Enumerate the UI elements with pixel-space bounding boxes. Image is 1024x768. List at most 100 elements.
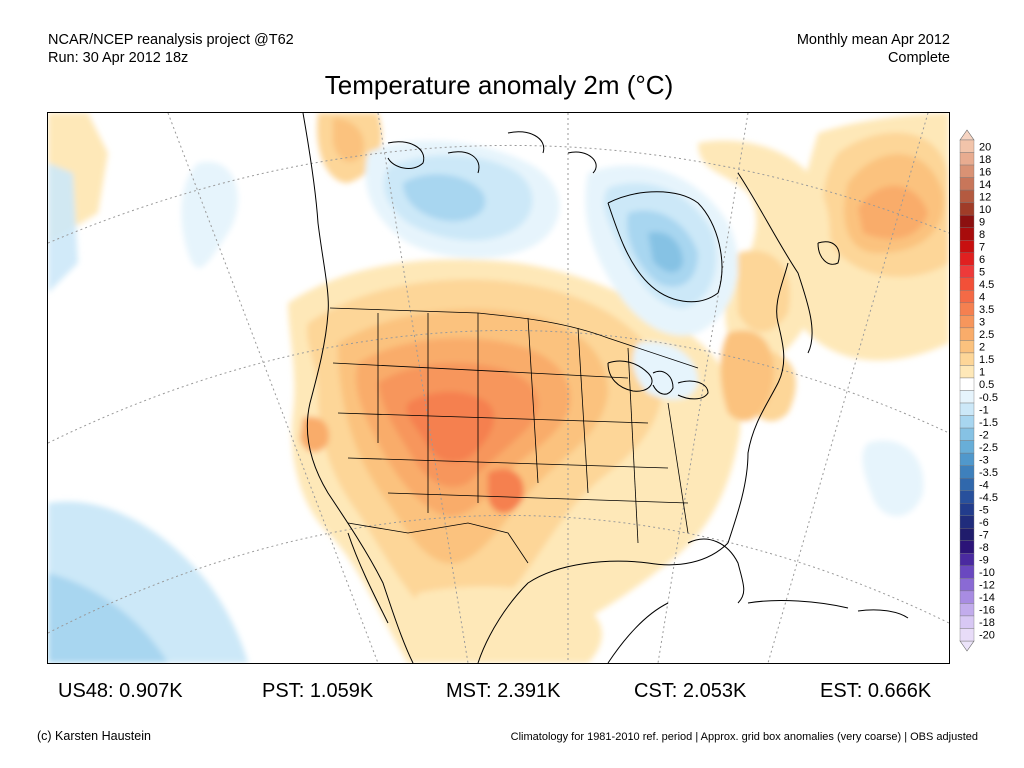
run-label: Run: 30 Apr 2012 18z (48, 50, 189, 66)
legend-swatch (959, 177, 975, 191)
project-label: NCAR/NCEP reanalysis project @T62 (48, 32, 294, 48)
legend-swatch (959, 503, 975, 516)
legend-label: -3.5 (979, 467, 998, 479)
legend-swatch (959, 402, 975, 416)
legend-label: -0.5 (979, 392, 998, 404)
legend-swatch (959, 565, 975, 579)
borders (329, 307, 699, 564)
legend-swatch (959, 415, 975, 429)
legend-label: 7 (979, 241, 985, 253)
legend-swatch (959, 578, 975, 592)
legend-label: 3 (979, 317, 985, 329)
legend-label: 8 (979, 229, 985, 241)
legend-swatch (959, 152, 975, 166)
zone-statistics: US48: 0.907K PST: 1.059K MST: 2.391K CST… (0, 680, 1024, 704)
legend-label: -6 (979, 517, 989, 529)
legend-label: 6 (979, 254, 985, 266)
legend-label: 9 (979, 216, 985, 228)
legend-label: -1.5 (979, 417, 998, 429)
legend-label: 4.5 (979, 279, 994, 291)
legend-label: -3 (979, 454, 989, 466)
legend-label: -1 (979, 404, 989, 416)
legend-label: -4.5 (979, 492, 998, 504)
graticule (48, 113, 949, 663)
legend-label: -12 (979, 580, 995, 592)
legend-label: -10 (979, 567, 995, 579)
legend-swatch (959, 553, 975, 567)
legend-label: -2 (979, 429, 989, 441)
legend-swatch (959, 465, 975, 479)
legend-swatch (959, 477, 975, 491)
stat-est: EST: 0.666K (820, 680, 932, 702)
legend-swatch (959, 277, 975, 291)
legend-swatch (959, 440, 975, 454)
header-right: Monthly mean Apr 2012 Complete (797, 31, 950, 67)
legend-swatch (959, 327, 975, 341)
color-legend: 20 18 16 14 12 10 9 8 7 6 5 4.5 4 3.5 3 2.5 2 1.5 1 0.5 -0.5… (958, 128, 1024, 653)
legend-swatch (959, 540, 975, 554)
legend-swatch (959, 239, 975, 253)
legend-label: 1.5 (979, 354, 994, 366)
legend-swatch (959, 139, 975, 153)
legend-swatch (959, 164, 975, 178)
map-title: Temperature anomaly 2m (°C) (324, 70, 674, 100)
map-canvas (48, 113, 949, 663)
legend-label: 12 (979, 191, 991, 203)
legend-swatch (959, 290, 975, 304)
stat-cst: CST: 2.053K (634, 680, 747, 702)
legend-swatch (959, 390, 975, 404)
coastlines (302, 113, 909, 663)
legend-swatch (959, 603, 975, 617)
legend-swatch (959, 615, 975, 629)
legend-swatch (959, 252, 975, 266)
legend-canvas: 201816141210987654.543.532.521.510.5-0.5… (959, 129, 998, 652)
legend-swatch (959, 377, 975, 391)
legend-swatch (959, 202, 975, 216)
legend-swatch (959, 189, 975, 203)
legend-label: 20 (979, 141, 991, 153)
legend-swatch (959, 427, 975, 441)
legend-label: -18 (979, 617, 995, 629)
legend-label: 5 (979, 267, 985, 279)
legend-label: -4 (979, 479, 989, 491)
legend-label: 18 (979, 154, 991, 166)
stat-pst: PST: 1.059K (262, 680, 374, 702)
stat-us48: US48: 0.907K (58, 680, 183, 702)
legend-label: 0.5 (979, 379, 994, 391)
legend-label: -7 (979, 530, 989, 542)
legend-label: 16 (979, 166, 991, 178)
legend-label: -20 (979, 630, 995, 642)
legend-label: -14 (979, 592, 995, 604)
legend-bottom-arrow (959, 640, 975, 652)
legend-label: 4 (979, 292, 985, 304)
legend-swatch (959, 302, 975, 316)
legend-swatch (959, 628, 975, 642)
status-label: Complete (887, 50, 950, 66)
period-label: Monthly mean Apr 2012 (796, 32, 950, 48)
credit-text: (c) Karsten Haustein (37, 729, 151, 743)
legend-label: 2.5 (979, 329, 994, 341)
legend-label: 2 (979, 342, 985, 354)
legend-swatch (959, 340, 975, 354)
legend-swatch (959, 528, 975, 541)
legend-label: -16 (979, 605, 995, 617)
legend-label: -9 (979, 555, 989, 567)
legend-label: -5 (979, 504, 989, 516)
legend-swatch (959, 590, 975, 604)
anomaly-field (48, 113, 949, 663)
anomaly-map (47, 112, 950, 664)
legend-swatch (959, 490, 975, 504)
legend-swatch (959, 452, 975, 466)
legend-swatch (959, 515, 975, 529)
header-left: NCAR/NCEP reanalysis project @T62 Run: 3… (48, 31, 294, 67)
stat-mst: MST: 2.391K (446, 680, 561, 702)
legend-swatch (959, 265, 975, 278)
legend-top-arrow (959, 129, 975, 141)
legend-swatch (959, 315, 975, 329)
legend-swatch (959, 365, 975, 379)
legend-label: -2.5 (979, 442, 998, 454)
legend-swatch (959, 214, 975, 228)
legend-swatch (959, 227, 975, 241)
footnote-text: Climatology for 1981-2010 ref. period | … (510, 731, 978, 743)
legend-label: 10 (979, 204, 991, 216)
